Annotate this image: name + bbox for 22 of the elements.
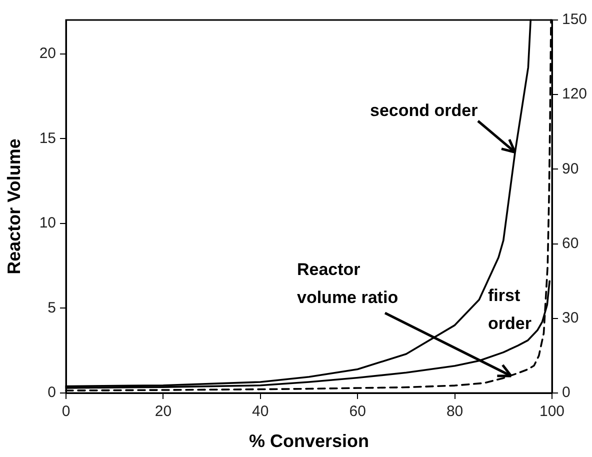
y2-tick-label: 60 — [562, 234, 579, 252]
annotation: second order — [370, 101, 478, 120]
y-tick-label: 5 — [48, 299, 56, 316]
y-tick-label: 0 — [48, 384, 56, 402]
y-tick-label: 20 — [39, 45, 56, 62]
y-tick-label: 15 — [39, 130, 56, 147]
x-tick-label: 20 — [154, 403, 172, 420]
y2-tick-label: 150 — [562, 11, 588, 28]
y-axis-title: Reactor Volume — [4, 138, 24, 274]
y2-tick-label: 30 — [562, 310, 579, 327]
x-tick-label: 0 — [62, 403, 70, 420]
x-tick-label: 60 — [349, 403, 366, 420]
annotation: first order — [488, 286, 532, 334]
x-axis-title: % Conversion — [248, 431, 370, 452]
y2-tick-label: 120 — [562, 86, 588, 103]
x-tick-label: 40 — [252, 403, 269, 420]
annotation: Reactor volume ratio — [297, 260, 398, 308]
y2-tick-label: 90 — [562, 160, 579, 178]
y2-tick-label: 0 — [562, 384, 570, 402]
y-tick-label: 10 — [39, 214, 56, 232]
x-tick-label: 100 — [539, 403, 565, 420]
x-tick-label: 80 — [446, 403, 464, 420]
